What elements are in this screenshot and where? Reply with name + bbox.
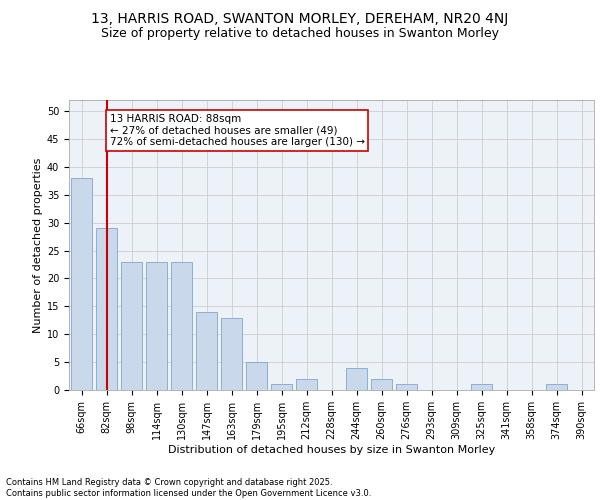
Bar <box>71 178 92 390</box>
Text: Contains HM Land Registry data © Crown copyright and database right 2025.
Contai: Contains HM Land Registry data © Crown c… <box>6 478 371 498</box>
Text: Size of property relative to detached houses in Swanton Morley: Size of property relative to detached ho… <box>101 28 499 40</box>
Bar <box>346 368 367 390</box>
Bar <box>471 384 492 390</box>
Bar <box>221 318 242 390</box>
Bar <box>196 312 217 390</box>
Bar <box>396 384 417 390</box>
Text: 13, HARRIS ROAD, SWANTON MORLEY, DEREHAM, NR20 4NJ: 13, HARRIS ROAD, SWANTON MORLEY, DEREHAM… <box>91 12 509 26</box>
Bar <box>96 228 117 390</box>
Bar <box>121 262 142 390</box>
Text: 13 HARRIS ROAD: 88sqm
← 27% of detached houses are smaller (49)
72% of semi-deta: 13 HARRIS ROAD: 88sqm ← 27% of detached … <box>110 114 365 147</box>
Bar <box>246 362 267 390</box>
X-axis label: Distribution of detached houses by size in Swanton Morley: Distribution of detached houses by size … <box>168 444 495 454</box>
Bar <box>146 262 167 390</box>
Y-axis label: Number of detached properties: Number of detached properties <box>32 158 43 332</box>
Bar <box>271 384 292 390</box>
Bar <box>296 379 317 390</box>
Bar <box>546 384 567 390</box>
Bar <box>171 262 192 390</box>
Bar <box>371 379 392 390</box>
